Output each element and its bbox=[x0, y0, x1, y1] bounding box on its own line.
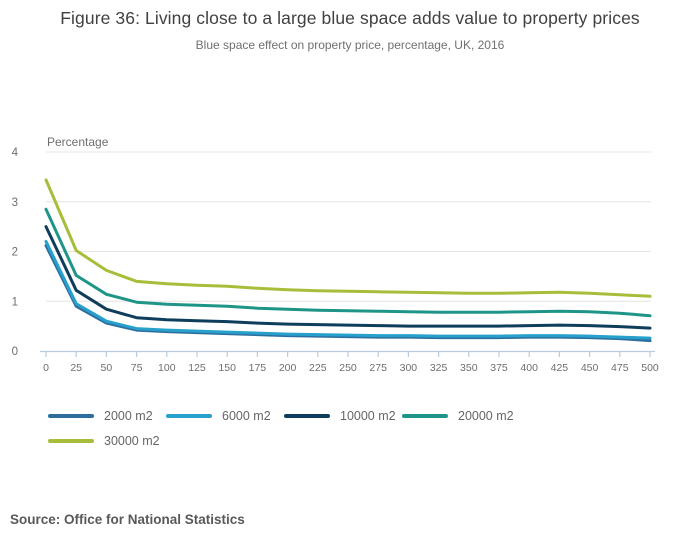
x-tick-label-425: 425 bbox=[551, 362, 569, 374]
x-tick-label-325: 325 bbox=[430, 362, 448, 374]
x-tick-label-175: 175 bbox=[249, 362, 267, 374]
y-tick-label-3: 3 bbox=[12, 197, 18, 209]
legend-swatch-icon bbox=[166, 414, 212, 418]
series-line-30000-m2 bbox=[44, 178, 652, 298]
legend-swatch-icon bbox=[48, 414, 94, 418]
x-tick-label-300: 300 bbox=[400, 362, 418, 374]
y-axis-title: Percentage bbox=[47, 135, 109, 149]
line-chart-svg: 0 1 2 3 4 0 25 50 75 100 125 150 175 200 225 250 275 300 3… bbox=[12, 147, 659, 374]
x-tick-label-100: 100 bbox=[158, 362, 176, 374]
chart-title: Figure 36: Living close to a large blue … bbox=[60, 8, 640, 28]
x-tick-label-475: 475 bbox=[611, 362, 629, 374]
x-tick-label-25: 25 bbox=[70, 362, 82, 374]
legend: 2000 m2 6000 m2 10000 m2 20000 m2 30000 m2 bbox=[48, 408, 620, 458]
x-tick-label-225: 225 bbox=[309, 362, 327, 374]
x-tick-label-50: 50 bbox=[101, 362, 113, 374]
legend-item-2000-m2[interactable]: 2000 m2 bbox=[48, 408, 166, 424]
chart-subtitle: Blue space effect on property price, per… bbox=[195, 38, 505, 52]
x-tick-label-350: 350 bbox=[460, 362, 478, 374]
legend-item-20000-m2[interactable]: 20000 m2 bbox=[402, 408, 520, 424]
x-tick-label-125: 125 bbox=[188, 362, 206, 374]
legend-label: 20000 m2 bbox=[458, 409, 514, 423]
series-line-6000-m2 bbox=[44, 240, 652, 340]
legend-swatch-icon bbox=[48, 439, 94, 443]
source-note: Source: Office for National Statistics bbox=[10, 512, 245, 527]
y-tick-label-0: 0 bbox=[12, 346, 18, 358]
x-tick-label-0: 0 bbox=[43, 362, 49, 374]
y-tick-label-1: 1 bbox=[12, 296, 18, 308]
x-tick-label-400: 400 bbox=[520, 362, 538, 374]
legend-label: 10000 m2 bbox=[340, 409, 396, 423]
series-line-10000-m2 bbox=[44, 225, 652, 330]
legend-item-6000-m2[interactable]: 6000 m2 bbox=[166, 408, 284, 424]
legend-swatch-icon bbox=[284, 414, 330, 418]
legend-label: 2000 m2 bbox=[104, 409, 153, 423]
legend-item-30000-m2[interactable]: 30000 m2 bbox=[48, 433, 166, 449]
x-tick-label-375: 375 bbox=[490, 362, 508, 374]
x-tick-label-200: 200 bbox=[279, 362, 297, 374]
y-tick-label-2: 2 bbox=[12, 247, 18, 259]
y-tick-label-4: 4 bbox=[12, 147, 19, 159]
x-tick-label-450: 450 bbox=[581, 362, 599, 374]
x-tick-label-150: 150 bbox=[218, 362, 236, 374]
legend-label: 6000 m2 bbox=[222, 409, 271, 423]
legend-swatch-icon bbox=[402, 414, 448, 418]
legend-label: 30000 m2 bbox=[104, 434, 160, 448]
legend-item-10000-m2[interactable]: 10000 m2 bbox=[284, 408, 402, 424]
x-tick-label-500: 500 bbox=[641, 362, 659, 374]
x-tick-label-250: 250 bbox=[339, 362, 357, 374]
series-line-20000-m2 bbox=[44, 207, 652, 318]
x-tick-label-275: 275 bbox=[369, 362, 387, 374]
x-tick-label-75: 75 bbox=[131, 362, 143, 374]
